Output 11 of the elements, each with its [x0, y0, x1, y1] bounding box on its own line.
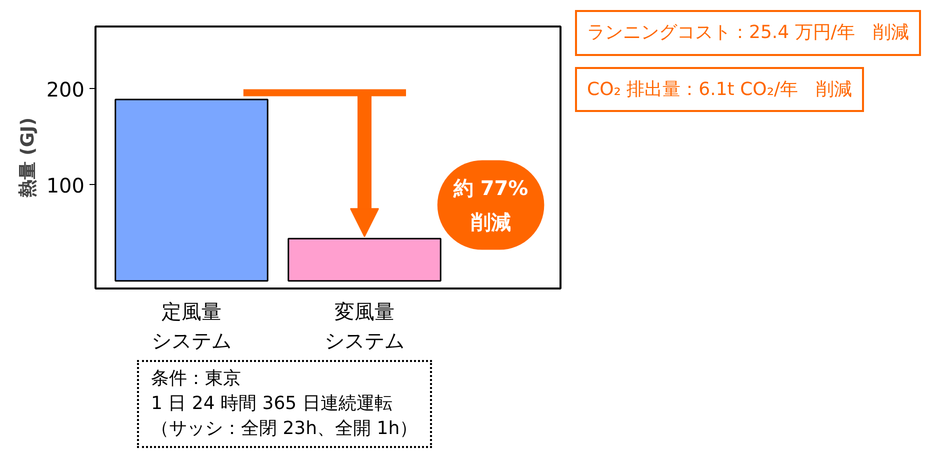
- y-tick-label: 200: [46, 77, 85, 102]
- text: CO₂ 排出量：6.1t CO₂/年 削減: [587, 78, 852, 102]
- text: （サッシ：全閉 23h、全開 1h）: [151, 418, 418, 440]
- y-tick-label: 100: [46, 173, 85, 198]
- text: 1 日 24 時間 365 日連続運転: [151, 393, 392, 414]
- text: 条件：東京: [151, 368, 241, 389]
- x-tick-label: 変風量システム: [324, 300, 404, 352]
- text: ランニングコスト：25.4 万円/年 削減: [587, 21, 909, 45]
- y-axis-title: 熱量 (GJ): [17, 117, 38, 199]
- annotation: 約 77% 削減: [452, 176, 528, 234]
- x-tick-label: 定風量システム: [152, 300, 232, 352]
